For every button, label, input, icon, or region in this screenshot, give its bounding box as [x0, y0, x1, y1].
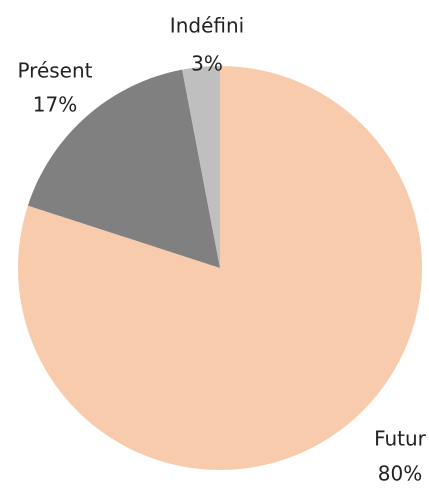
slice-category-label: Indéfini: [170, 14, 244, 38]
slice-category-label: Futur: [374, 427, 427, 451]
pie-slice: [182, 66, 220, 268]
slice-value-label: 17%: [33, 93, 77, 117]
slice-value-label: 3%: [191, 52, 223, 76]
pie-slice: [27, 69, 221, 268]
slice-value-label: 80%: [378, 462, 422, 486]
slice-category-label: Présent: [17, 59, 92, 83]
